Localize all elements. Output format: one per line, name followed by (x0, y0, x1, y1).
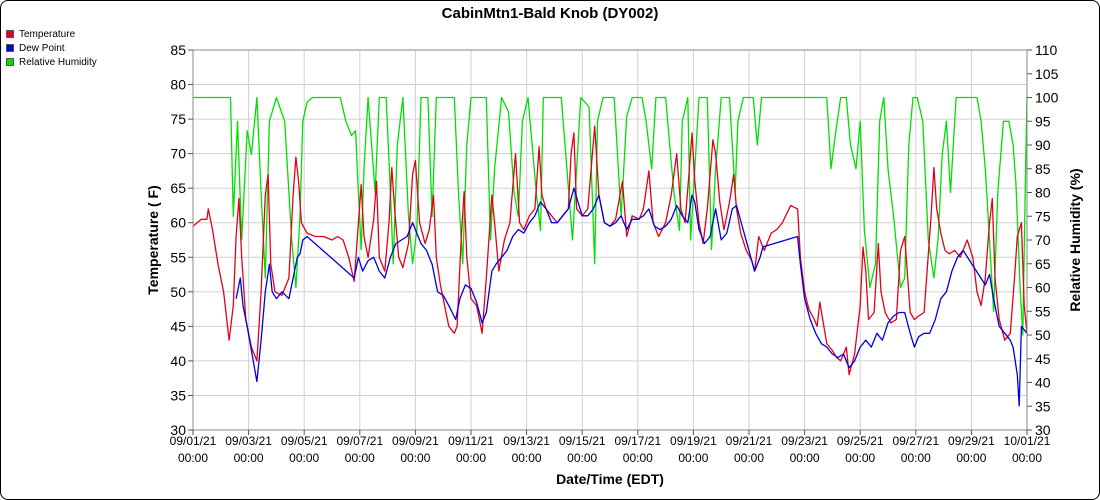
x-tick-time: 00:00 (678, 451, 708, 465)
x-tick-time: 00:00 (845, 451, 875, 465)
x-tick-time: 00:00 (567, 451, 597, 465)
y-tick-label: 40 (170, 353, 186, 369)
x-tick-time: 00:00 (345, 451, 375, 465)
plot-area (192, 49, 1028, 431)
legend-item-relative-humidity: Relative Humidity (6, 55, 97, 69)
y-tick-label: 75 (170, 111, 186, 127)
legend-swatch-temperature (6, 30, 14, 38)
y-tick-label: 50 (170, 284, 186, 300)
y-tick-label: 30 (170, 422, 186, 438)
y-axis-left: 30 35 40 45 50 55 60 65 70 75 80 85 (170, 42, 193, 438)
x-tick-time: 00:00 (790, 451, 820, 465)
y2-axis-title: Relative Humidity (%) (1067, 168, 1083, 311)
x-tick-date: 09/13/21 (503, 434, 550, 448)
x-tick-time: 00:00 (456, 451, 486, 465)
series-lines (192, 96, 1028, 407)
y-tick-label: 65 (170, 180, 186, 196)
x-tick-time: 00:00 (400, 451, 430, 465)
legend-label-temperature: Temperature (19, 28, 76, 40)
x-tick-time: 00:00 (734, 451, 764, 465)
x-tick-date: 09/17/21 (614, 434, 661, 448)
y-tick-label: 85 (170, 42, 186, 58)
y2-tick-label: 90 (1035, 137, 1051, 153)
x-tick-date: 09/21/21 (726, 434, 773, 448)
y2-tick-label: 50 (1035, 327, 1051, 343)
y-tick-label: 45 (170, 318, 186, 334)
y2-tick-label: 100 (1035, 90, 1059, 106)
x-tick-date: 09/09/21 (392, 434, 439, 448)
x-tick-date: 09/23/21 (781, 434, 828, 448)
legend-swatch-relative-humidity (6, 58, 14, 66)
x-tick-time: 00:00 (512, 451, 542, 465)
grid (192, 49, 1028, 431)
series-line-dew-point (235, 187, 1028, 407)
series-line-relative-humidity (193, 96, 1028, 336)
x-tick-time: 00:00 (623, 451, 653, 465)
y2-tick-label: 75 (1035, 208, 1051, 224)
x-tick-date: 09/07/21 (336, 434, 383, 448)
y2-tick-label: 40 (1035, 375, 1051, 391)
y2-tick-label: 105 (1035, 66, 1059, 82)
x-axis: 09/01/21 00:00 09/03/21 00:00 09/05/21 00:00 0… (170, 430, 1051, 465)
x-tick-date: 09/11/21 (448, 434, 494, 448)
y2-tick-label: 45 (1035, 351, 1051, 367)
y2-tick-label: 55 (1035, 303, 1051, 319)
x-tick-date: 09/15/21 (559, 434, 606, 448)
y2-tick-label: 60 (1035, 280, 1051, 296)
x-tick-time: 00:00 (956, 451, 986, 465)
x-tick-time: 00:00 (234, 451, 264, 465)
y2-tick-label: 110 (1035, 42, 1058, 58)
x-tick-time: 00:00 (289, 451, 319, 465)
legend-item-temperature: Temperature (6, 27, 97, 41)
y2-tick-label: 65 (1035, 256, 1051, 272)
y-tick-label: 70 (170, 146, 186, 162)
chart-title: CabinMtn1-Bald Knob (DY002) (441, 5, 659, 22)
y-axis-right: 30 35 40 45 50 55 60 65 70 75 80 85 90 95 100 105 110 (1027, 42, 1059, 438)
x-tick-date: 09/25/21 (837, 434, 884, 448)
legend-label-relative-humidity: Relative Humidity (19, 56, 97, 68)
x-tick-date: 10/01/21 (1004, 434, 1051, 448)
y-tick-label: 60 (170, 215, 186, 231)
x-tick-time: 00:00 (901, 451, 931, 465)
y-tick-label: 35 (170, 387, 186, 403)
x-tick-time: 00:00 (178, 451, 208, 465)
series-line-temperature (192, 125, 1028, 376)
legend: Temperature Dew Point Relative Humidity (6, 27, 97, 69)
x-tick-date: 09/27/21 (892, 434, 939, 448)
legend-label-dew-point: Dew Point (19, 42, 65, 54)
y2-tick-label: 35 (1035, 398, 1051, 414)
y2-tick-label: 70 (1035, 232, 1051, 248)
y2-tick-label: 95 (1035, 113, 1051, 129)
y2-tick-label: 30 (1035, 422, 1051, 438)
y-tick-label: 55 (170, 249, 186, 265)
y-tick-label: 80 (170, 77, 186, 93)
x-axis-title: Date/Time (EDT) (556, 471, 664, 487)
x-tick-time: 00:00 (1012, 451, 1042, 465)
y2-tick-label: 85 (1035, 161, 1051, 177)
x-tick-date: 09/03/21 (225, 434, 272, 448)
y-axis-title: Temperature ( F) (145, 185, 161, 294)
legend-item-dew-point: Dew Point (6, 41, 97, 55)
y2-tick-label: 80 (1035, 185, 1051, 201)
x-tick-date: 09/01/21 (170, 434, 217, 448)
legend-swatch-dew-point (6, 44, 14, 52)
x-tick-date: 09/29/21 (948, 434, 995, 448)
x-tick-date: 09/05/21 (281, 434, 328, 448)
x-tick-date: 09/19/21 (670, 434, 717, 448)
